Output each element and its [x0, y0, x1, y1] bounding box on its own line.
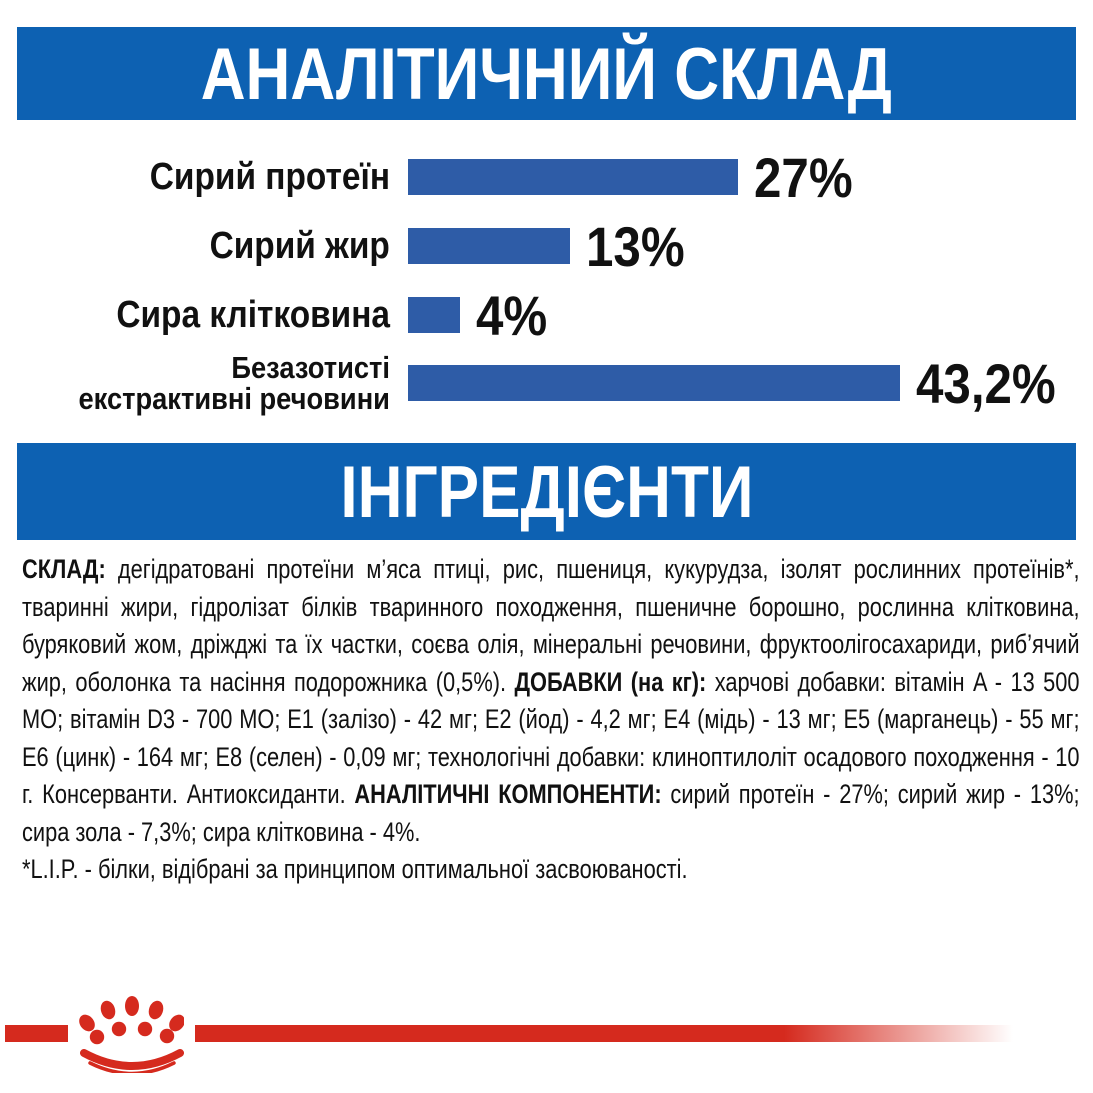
- bar-value: 43,2%: [916, 351, 1056, 415]
- analytical-composition-title: АНАЛІТИЧНИЙ СКЛАД: [200, 32, 893, 115]
- ingredients-paragraph: СКЛАД: дегідратовані протеїни м’яса птиц…: [22, 554, 1080, 884]
- bar-label: Сирий протеїн: [149, 156, 390, 198]
- composition-bar-chart: Сирий протеїн 27% Сирий жир 13% Сира клі…: [0, 0, 1093, 440]
- analytical-composition-header: АНАЛІТИЧНИЙ СКЛАД: [17, 27, 1076, 120]
- bar-value: 13%: [586, 214, 685, 278]
- bar-fibre: [408, 297, 460, 333]
- bar-value: 4%: [476, 283, 548, 347]
- bar-fat: [408, 228, 570, 264]
- bar-value: 27%: [754, 145, 853, 209]
- bar-label: Безазотисті екстрактивні речовини: [78, 350, 390, 416]
- ingredients-title: ІНГРЕДІЄНТИ: [339, 450, 754, 533]
- red-line-fading: [195, 1025, 1013, 1042]
- bar-protein: [408, 159, 738, 195]
- red-line-left-segment: [5, 1025, 68, 1042]
- bar-label: Сирий жир: [209, 225, 390, 267]
- bar-label: Сира клітковина: [116, 294, 390, 336]
- bar-nfe: [408, 365, 900, 401]
- ingredients-header: ІНГРЕДІЄНТИ: [17, 443, 1076, 540]
- royal-canin-crown-logo: [79, 996, 184, 1073]
